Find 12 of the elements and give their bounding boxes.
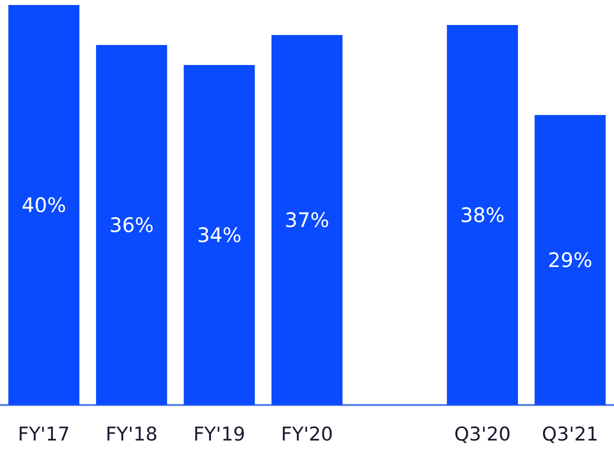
- data-label: 29%: [548, 248, 592, 272]
- x-tick-label: FY'19: [193, 424, 246, 446]
- data-label: 34%: [197, 223, 242, 247]
- x-tick-label: FY'18: [106, 424, 158, 446]
- x-tick-label: Q3'20: [454, 424, 511, 446]
- x-tick-label: FY'17: [18, 424, 70, 446]
- data-label: 36%: [109, 213, 154, 237]
- data-label: 38%: [460, 203, 505, 227]
- data-label: 40%: [22, 193, 66, 217]
- x-tick-label: FY'20: [281, 424, 333, 446]
- x-tick-label: Q3'21: [542, 424, 598, 446]
- data-label: 37%: [284, 208, 330, 232]
